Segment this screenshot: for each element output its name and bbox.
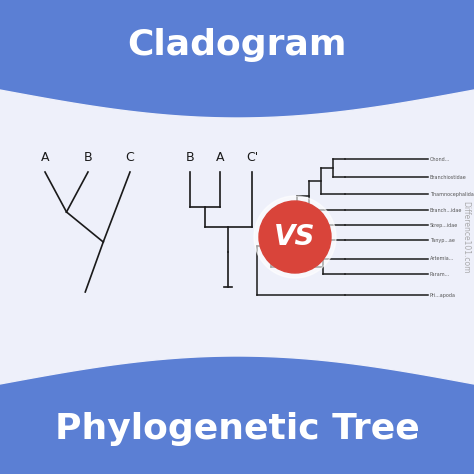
Text: Difference101.com: Difference101.com (462, 201, 471, 273)
Text: A: A (41, 151, 49, 164)
Text: VS: VS (274, 223, 316, 251)
Text: Branchiostidae: Branchiostidae (430, 174, 467, 180)
Text: Chond...: Chond... (430, 156, 450, 162)
Text: C: C (126, 151, 134, 164)
Text: Thamnocephalidan: Thamnocephalidan (430, 191, 474, 197)
Text: Tanyp...ae: Tanyp...ae (430, 237, 455, 243)
Text: Pri...apoda: Pri...apoda (430, 292, 456, 298)
Circle shape (259, 201, 331, 273)
Text: C': C' (246, 151, 258, 164)
Text: B: B (84, 151, 92, 164)
Text: Param...: Param... (430, 272, 450, 276)
Polygon shape (0, 90, 474, 384)
Text: Artemia...: Artemia... (430, 256, 454, 262)
Circle shape (254, 196, 336, 278)
Text: Phylogenetic Tree: Phylogenetic Tree (55, 412, 419, 446)
Text: Cladogram: Cladogram (127, 28, 347, 62)
Text: Branch...idae: Branch...idae (430, 208, 462, 212)
Text: Strep...idae: Strep...idae (430, 222, 458, 228)
Text: A: A (216, 151, 224, 164)
Text: B: B (186, 151, 194, 164)
